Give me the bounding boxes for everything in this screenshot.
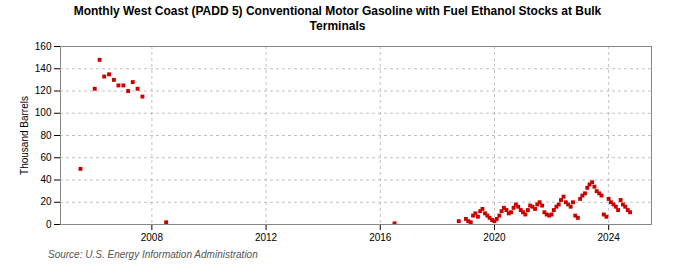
svg-text:120: 120 xyxy=(35,85,52,96)
svg-text:100: 100 xyxy=(35,107,52,118)
svg-text:40: 40 xyxy=(40,174,52,185)
svg-text:140: 140 xyxy=(35,63,52,74)
svg-text:0: 0 xyxy=(46,219,52,230)
svg-text:2020: 2020 xyxy=(483,232,506,243)
svg-text:2024: 2024 xyxy=(598,232,621,243)
svg-text:Thousand Barrels: Thousand Barrels xyxy=(19,96,30,175)
html-text:Monthly West Coast (PADD 5) Co: Monthly West Coast (PADD 5) Conventional… xyxy=(73,4,602,33)
svg-text:2012: 2012 xyxy=(255,232,278,243)
svg-text:160: 160 xyxy=(35,41,52,52)
svg-text:60: 60 xyxy=(40,152,52,163)
svg-text:80: 80 xyxy=(40,130,52,141)
svg-text:2008: 2008 xyxy=(141,232,164,243)
html-text:Source: U.S. Energy Informatio: Source: U.S. Energy Information Administ… xyxy=(48,249,258,260)
svg-text:2016: 2016 xyxy=(369,232,392,243)
svg-text:20: 20 xyxy=(40,196,52,207)
